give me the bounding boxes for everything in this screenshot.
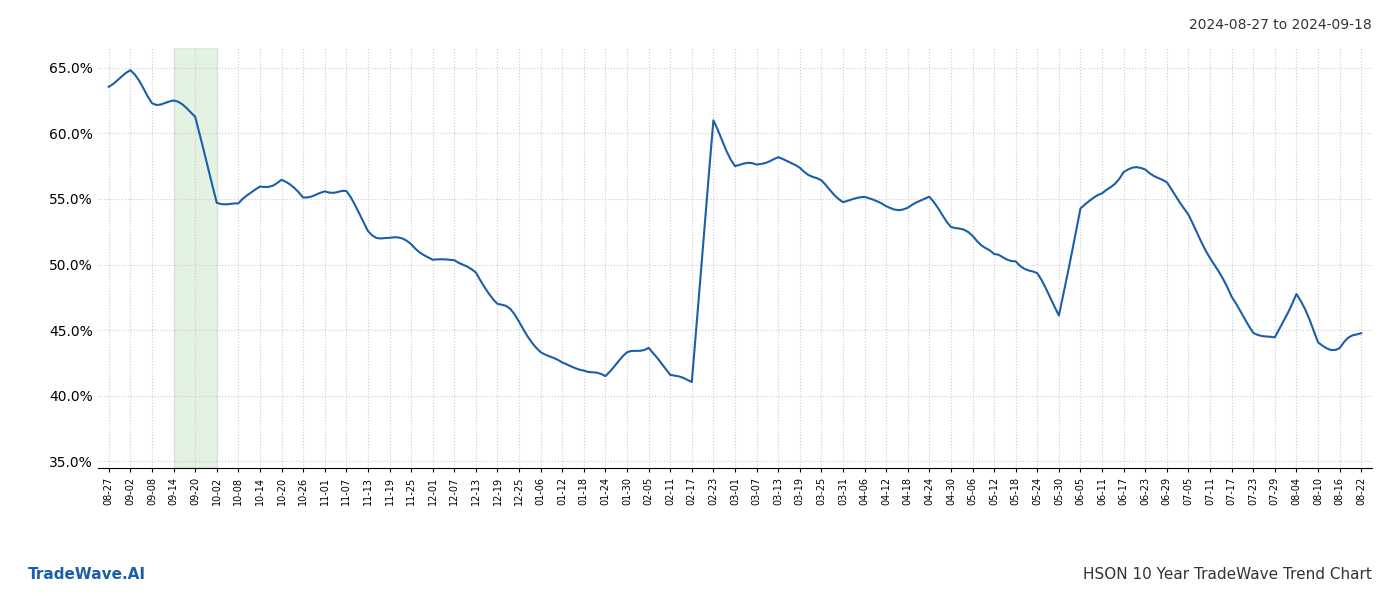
Text: TradeWave.AI: TradeWave.AI — [28, 567, 146, 582]
Bar — [174, 48, 217, 468]
Text: 2024-08-27 to 2024-09-18: 2024-08-27 to 2024-09-18 — [1189, 18, 1372, 32]
Text: HSON 10 Year TradeWave Trend Chart: HSON 10 Year TradeWave Trend Chart — [1084, 567, 1372, 582]
